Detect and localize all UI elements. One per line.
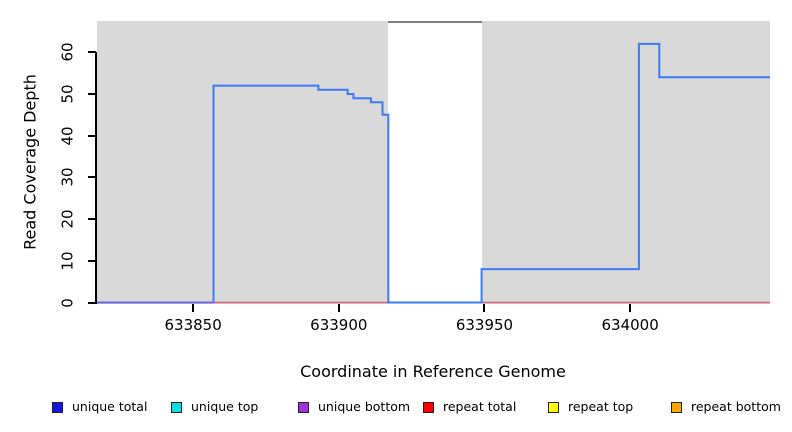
legend-item-unique-top: unique top — [171, 399, 258, 415]
legend-label: repeat bottom — [691, 399, 781, 414]
y-axis-line — [95, 52, 97, 304]
legend-swatch-icon — [171, 401, 182, 413]
x-tick-mark — [629, 304, 632, 312]
x-axis-title: Coordinate in Reference Genome — [300, 362, 566, 381]
x-tick-mark — [337, 304, 340, 312]
y-tick-mark — [88, 259, 96, 262]
y-tick-mark — [88, 176, 96, 179]
legend-label: unique top — [191, 399, 259, 414]
y-tick-mark — [88, 51, 96, 54]
x-tick-label: 633900 — [310, 316, 368, 334]
y-tick-mark — [88, 301, 96, 304]
y-tick-mark — [88, 134, 96, 137]
x-tick-label: 634000 — [601, 316, 659, 334]
y-tick-mark — [88, 92, 96, 95]
series-line-unique-total — [212, 42, 770, 304]
x-tick-mark — [192, 304, 195, 312]
y-tick-label: 60 — [58, 42, 77, 62]
legend-item-repeat-bottom: repeat bottom — [671, 399, 781, 415]
legend-label: unique bottom — [318, 399, 411, 414]
legend-swatch-icon — [298, 401, 309, 413]
x-tick-label: 633850 — [164, 316, 222, 334]
legend-swatch-icon — [423, 401, 434, 413]
y-tick-mark — [88, 218, 96, 221]
legend-swatch-icon — [671, 401, 682, 413]
legend-item-repeat-top: repeat top — [548, 399, 633, 415]
legend-item-unique-total: unique total — [52, 399, 147, 415]
legend-label: repeat top — [568, 399, 634, 414]
legend-swatch-icon — [52, 401, 63, 413]
legend-swatch-icon — [548, 401, 559, 413]
legend-label: repeat total — [443, 399, 517, 414]
masked-region-band — [388, 21, 482, 304]
x-tick-mark — [483, 304, 486, 312]
x-tick-label: 633950 — [455, 316, 514, 334]
legend-item-repeat-total: repeat total — [423, 399, 516, 415]
legend-label: unique total — [72, 399, 148, 414]
legend-item-unique-bottom: unique bottom — [298, 399, 410, 415]
y-axis-title: Read Coverage Depth — [20, 74, 40, 250]
